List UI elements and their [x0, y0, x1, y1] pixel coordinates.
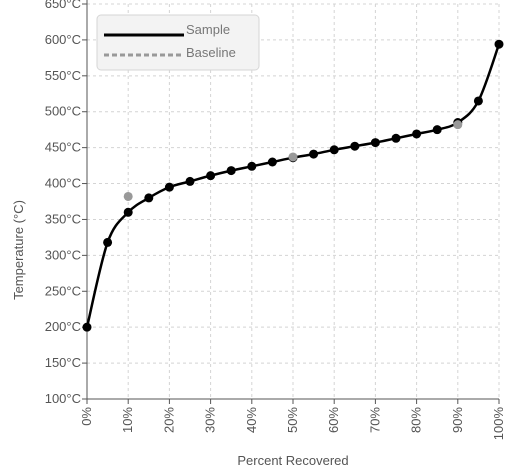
x-tick-label: 70%: [367, 407, 382, 433]
data-point-sample: [309, 149, 319, 159]
x-axis-title: Percent Recovered: [237, 453, 348, 468]
data-point-sample: [412, 129, 422, 139]
y-axis-title: Temperature (°C): [11, 200, 26, 300]
data-point-sample: [329, 145, 339, 155]
data-point-sample: [144, 193, 154, 203]
data-point-sample: [82, 322, 92, 332]
x-tick-label: 0%: [79, 407, 94, 426]
y-tick-label: 600°C: [45, 32, 81, 47]
data-point-baseline: [123, 191, 133, 201]
legend-label-sample: Sample: [186, 22, 230, 37]
data-point-baseline: [453, 120, 463, 130]
x-tick-label: 10%: [120, 407, 135, 433]
legend: Sample Baseline: [96, 14, 260, 71]
y-tick-label: 650°C: [45, 0, 81, 11]
tick-labels: 100°C 150°C 200°C 250°C 300°C 350°C 400°C 450°C…: [45, 0, 506, 440]
x-tick-label: 60%: [326, 407, 341, 433]
y-tick-label: 200°C: [45, 319, 81, 334]
data-point-sample: [247, 161, 257, 171]
data-point-baseline: [288, 152, 298, 162]
legend-box: [96, 14, 260, 71]
x-tick-label: 100%: [491, 407, 506, 441]
data-point-sample: [432, 125, 442, 135]
legend-label-baseline: Baseline: [186, 45, 236, 60]
data-point-sample: [103, 237, 113, 247]
data-point-sample: [226, 166, 236, 176]
x-tick-label: 50%: [285, 407, 300, 433]
data-point-sample: [350, 141, 360, 151]
x-tick-label: 40%: [244, 407, 259, 433]
data-point-sample: [494, 39, 504, 49]
data-point-sample: [267, 157, 277, 167]
y-tick-label: 500°C: [45, 104, 81, 119]
y-tick-label: 450°C: [45, 140, 81, 155]
y-tick-label: 300°C: [45, 247, 81, 262]
y-tick-label: 350°C: [45, 211, 81, 226]
data-point-sample: [391, 133, 401, 143]
x-tick-label: 20%: [161, 407, 176, 433]
data-point-sample: [206, 171, 216, 181]
y-tick-label: 250°C: [45, 283, 81, 298]
x-tick-label: 90%: [450, 407, 465, 433]
data-point-sample: [473, 96, 483, 106]
y-tick-label: 400°C: [45, 176, 81, 191]
x-tick-label: 30%: [203, 407, 218, 433]
data-point-sample: [123, 207, 133, 217]
data-point-sample: [370, 138, 380, 148]
data-point-sample: [185, 176, 195, 186]
data-points: [82, 39, 504, 332]
grid-lines: [87, 3, 500, 399]
y-tick-label: 550°C: [45, 68, 81, 83]
x-tick-label: 80%: [409, 407, 424, 433]
y-tick-label: 150°C: [45, 355, 81, 370]
data-point-sample: [164, 182, 174, 192]
y-tick-label: 100°C: [45, 391, 81, 406]
